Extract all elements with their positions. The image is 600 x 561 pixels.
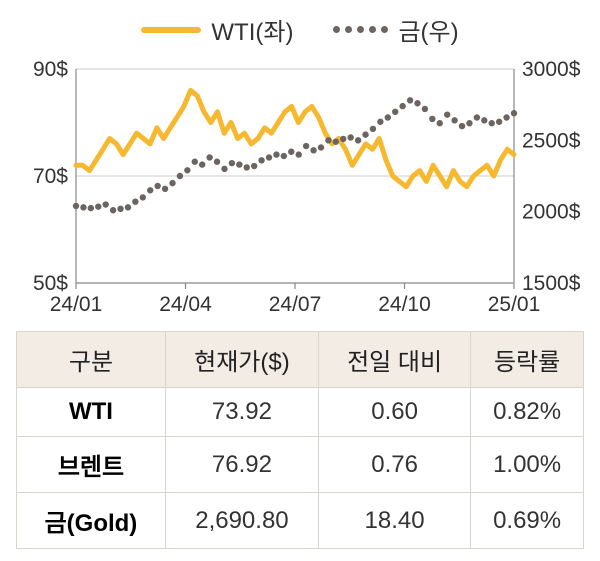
cell-pct: 1.00% <box>471 437 584 493</box>
svg-text:24/10: 24/10 <box>378 293 431 316</box>
chart-area: 50$ 70$ 90$ 1500$ 2000$ 2500$ 3000$ 24/01 24/04 2… <box>16 59 584 319</box>
cell-name: WTI <box>17 388 166 437</box>
chart-legend: WTI(좌) 금(우) <box>16 12 584 47</box>
svg-text:1500$: 1500$ <box>522 272 581 295</box>
svg-text:50$: 50$ <box>33 272 68 295</box>
cell-name: 브렌트 <box>17 437 166 493</box>
chart-svg: 50$ 70$ 90$ 1500$ 2000$ 2500$ 3000$ 24/01 24/04 2… <box>16 59 584 319</box>
price-table: 구분 현재가($) 전일 대비 등락률 WTI 73.92 0.60 0.82%… <box>16 331 584 549</box>
col-change: 전일 대비 <box>318 332 470 388</box>
legend-gold-label: 금(우) <box>398 12 458 47</box>
table-row: 금(Gold) 2,690.80 18.40 0.69% <box>17 493 584 549</box>
svg-text:2500$: 2500$ <box>522 129 581 152</box>
cell-pct: 0.69% <box>471 493 584 549</box>
legend-item-gold: 금(우) <box>333 12 458 47</box>
table-row: WTI 73.92 0.60 0.82% <box>17 388 584 437</box>
col-pct: 등락률 <box>471 332 584 388</box>
cell-change: 18.40 <box>318 493 470 549</box>
svg-text:24/04: 24/04 <box>159 293 212 316</box>
svg-text:3000$: 3000$ <box>522 59 581 81</box>
table-row: 브렌트 76.92 0.76 1.00% <box>17 437 584 493</box>
cell-price: 73.92 <box>165 388 318 437</box>
cell-price: 2,690.80 <box>165 493 318 549</box>
svg-text:25/01: 25/01 <box>488 293 541 316</box>
wti-line-swatch <box>141 27 201 33</box>
table-header-row: 구분 현재가($) 전일 대비 등락률 <box>17 332 584 388</box>
svg-text:90$: 90$ <box>33 59 68 81</box>
col-category: 구분 <box>17 332 166 388</box>
svg-text:24/01: 24/01 <box>50 293 103 316</box>
svg-text:24/07: 24/07 <box>269 293 322 316</box>
cell-pct: 0.82% <box>471 388 584 437</box>
gold-dots-swatch <box>333 26 388 33</box>
svg-text:70$: 70$ <box>33 165 68 188</box>
cell-change: 0.60 <box>318 388 470 437</box>
legend-wti-label: WTI(좌) <box>211 12 293 47</box>
legend-item-wti: WTI(좌) <box>141 12 293 47</box>
cell-change: 0.76 <box>318 437 470 493</box>
chart-container: WTI(좌) 금(우) 50$ 70$ 90$ 1500$ 2000$ 2500$ 3000… <box>0 0 600 557</box>
svg-text:2000$: 2000$ <box>522 201 581 224</box>
cell-price: 76.92 <box>165 437 318 493</box>
col-price: 현재가($) <box>165 332 318 388</box>
cell-name: 금(Gold) <box>17 493 166 549</box>
